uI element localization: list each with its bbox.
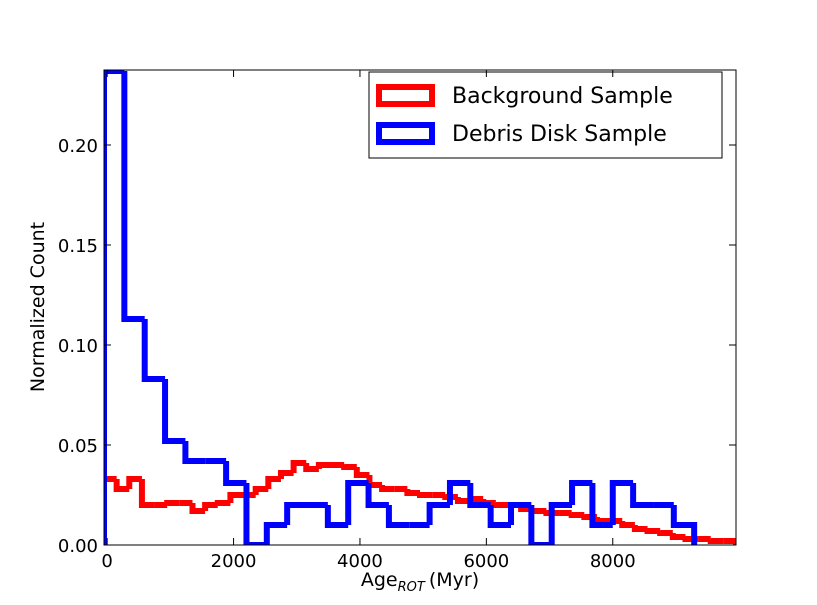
hist-step (548, 502, 573, 545)
hist-step (162, 379, 186, 444)
hist-step (243, 483, 267, 545)
x-tick-label: 8000 (590, 551, 636, 572)
hist-step (528, 505, 552, 545)
hist-step (182, 441, 206, 464)
legend-label: Background Sample (452, 84, 673, 109)
hist-step (589, 483, 613, 528)
legend-swatch (376, 122, 435, 145)
hist-step (265, 476, 281, 489)
hist-step (277, 470, 294, 479)
hist-step (404, 489, 420, 496)
hist-step (113, 479, 130, 492)
hist-step (214, 500, 231, 506)
x-label-subscript: ROT (398, 580, 426, 595)
hist-step (104, 476, 117, 545)
hist-step (609, 480, 634, 525)
x-tick-label: 4000 (337, 551, 383, 572)
hist-step (670, 505, 698, 545)
hist-step (630, 483, 654, 508)
hist-step (284, 502, 308, 525)
x-tick-label: 6000 (463, 551, 509, 572)
hist-step (353, 467, 370, 478)
hist-step (385, 505, 410, 528)
hist-step (126, 476, 142, 489)
hist-step (530, 508, 547, 514)
hist-step (467, 483, 491, 508)
hist-step (341, 464, 357, 470)
plot-area (104, 70, 736, 545)
hist-step (669, 533, 686, 540)
hist-step (379, 485, 395, 492)
hist-step (227, 492, 244, 503)
hist-step (324, 505, 349, 528)
hist-step (487, 505, 512, 528)
hist-step (644, 528, 661, 534)
hist-step (593, 517, 610, 524)
hist-step (619, 521, 635, 528)
y-tick-label: 0.00 (58, 536, 98, 557)
hist-step (417, 492, 433, 498)
hist-step (189, 503, 206, 514)
y-tick-label: 0.10 (58, 336, 98, 357)
hist-step (723, 538, 736, 545)
hist-step (303, 463, 319, 472)
hist-step (446, 480, 471, 505)
legend-label: Debris Disk Sample (452, 122, 667, 147)
hist-step (454, 497, 471, 504)
hist-step (568, 512, 585, 518)
hist-step (543, 510, 560, 516)
hist-step (707, 538, 724, 544)
hist-step (315, 462, 332, 469)
hist-step (121, 71, 145, 322)
hist-step (252, 486, 269, 495)
hist-step (442, 494, 458, 500)
hist-step (569, 480, 593, 505)
x-axis-label: AgeROT (Myr) (361, 569, 479, 595)
x-label-suffix: (Myr) (429, 569, 479, 591)
hist-step (138, 479, 155, 508)
hist-step (263, 522, 288, 545)
x-tick-label: 2000 (211, 551, 257, 572)
hist-step (141, 319, 166, 382)
hist-step (657, 530, 673, 536)
hist-step (631, 525, 648, 532)
x-label-main: Age (361, 569, 398, 591)
y-axis-label: Normalized Count (27, 222, 49, 392)
hist-step (345, 480, 369, 525)
legend: Background Sample Debris Disk Sample (368, 71, 723, 159)
hist-step (290, 460, 307, 473)
legend-swatch (376, 84, 435, 107)
y-tick-label: 0.15 (58, 236, 98, 257)
hist-step (365, 483, 389, 508)
hist-step (508, 502, 532, 525)
hist-step (492, 502, 509, 508)
hist-step (104, 70, 125, 545)
x-tick-label: 0 (101, 551, 112, 572)
y-tick-label: 0.05 (58, 436, 98, 457)
hist-step (164, 500, 180, 506)
hist-step (426, 502, 450, 525)
hist-step (223, 461, 247, 486)
y-tick-label: 0.20 (58, 136, 98, 157)
axes-frame (103, 69, 737, 546)
hist-step (202, 502, 218, 511)
